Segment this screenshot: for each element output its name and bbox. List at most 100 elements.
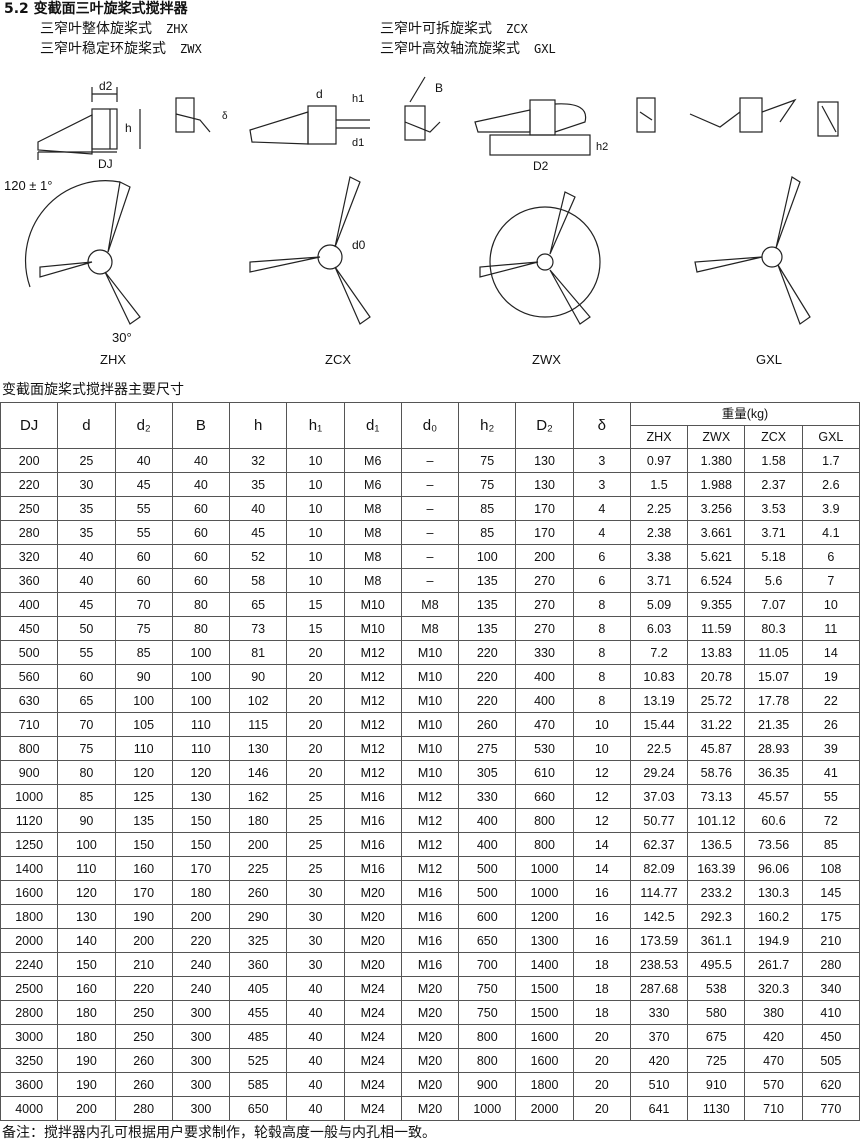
table-cell: M12 <box>343 736 402 761</box>
table-cell: 5.621 <box>687 544 746 569</box>
table-cell: 190 <box>57 1048 116 1073</box>
table-cell: 3.38 <box>629 544 689 569</box>
table-cell: 240 <box>171 952 231 977</box>
label-zhx: ZHX <box>100 352 126 367</box>
table-cell: 260 <box>114 1072 173 1097</box>
table-cell: 100 <box>171 688 231 713</box>
table-cell: 210 <box>801 928 860 953</box>
table-cell: 360 <box>229 952 288 977</box>
table-cell: 538 <box>687 976 746 1001</box>
table-cell: 660 <box>515 784 574 809</box>
table-cell: 500 <box>458 880 517 905</box>
table-cell: 14 <box>572 832 631 857</box>
table-cell: 800 <box>515 808 574 833</box>
table-cell: M8 <box>343 544 402 569</box>
type-name: 三窄叶可拆旋桨式 <box>380 21 492 37</box>
table-cell: M10 <box>400 640 460 665</box>
table-cell: 65 <box>229 592 288 617</box>
table-cell: 1000 <box>458 1096 517 1121</box>
table-cell: 20 <box>572 1072 631 1097</box>
table-cell: 65 <box>57 688 116 713</box>
table-row: 900 80 120 120 146 20 M12 M10 305 610 12 29.24 58.76… <box>0 760 860 785</box>
table-cell: M12 <box>343 760 402 785</box>
table-cell: 3.9 <box>801 496 860 521</box>
table-cell: 10 <box>286 544 345 569</box>
zhx-side-view <box>37 87 141 160</box>
table-cell: 675 <box>687 1024 746 1049</box>
table-cell: 420 <box>744 1024 803 1049</box>
table-cell: 14 <box>801 640 860 665</box>
table-cell: 10 <box>286 520 345 545</box>
column-header: h₂ <box>458 402 517 449</box>
table-cell: 300 <box>171 1072 231 1097</box>
table-cell: 6.03 <box>629 616 689 641</box>
table-cell: 400 <box>458 808 517 833</box>
table-row: 320 40 60 60 52 10 M8–100 200 6 3.38 5.621 5.18 6 <box>0 544 860 569</box>
table-cell: 15.44 <box>629 712 689 737</box>
table-cell: 31.22 <box>687 712 746 737</box>
table-cell: 20 <box>286 640 345 665</box>
table-cell: 20.78 <box>687 664 746 689</box>
table-cell: 160.2 <box>744 904 803 929</box>
column-header: δ <box>572 402 631 449</box>
table-cell: 400 <box>458 832 517 857</box>
table-cell: 72 <box>801 808 860 833</box>
table-cell: 160 <box>57 976 116 1001</box>
table-cell: M8 <box>343 496 402 521</box>
table-cell: 16 <box>572 880 631 905</box>
table-cell: 500 <box>0 640 59 665</box>
table-cell: M16 <box>400 928 460 953</box>
type-code: ZHX <box>166 22 188 36</box>
table-cell: 80 <box>171 616 231 641</box>
table-cell: 360 <box>0 568 59 593</box>
table-cell: 110 <box>114 736 173 761</box>
table-cell: 7 <box>801 568 860 593</box>
table-cell: 36.35 <box>744 760 803 785</box>
table-cell: 21.35 <box>744 712 803 737</box>
table-cell: 85 <box>458 496 517 521</box>
table-cell: 200 <box>114 928 173 953</box>
table-row: 800 75 110 110 130 20 M12 M10 275 530 10 22.5 45.87 2… <box>0 736 860 761</box>
table-cell: 270 <box>515 592 574 617</box>
table-cell: 82.09 <box>629 856 689 881</box>
weight-column-header: ZCX <box>744 425 803 449</box>
table-cell: 600 <box>458 904 517 929</box>
zwx-side-view <box>474 99 591 156</box>
note: 备注：搅拌器内孔可根据用户要求制作，轮毂高度一般与内孔相一致。 <box>2 1125 436 1141</box>
table-cell: M16 <box>343 856 402 881</box>
table-cell: M20 <box>400 1000 460 1025</box>
type-code: ZCX <box>506 22 528 36</box>
table-cell: – <box>400 448 460 473</box>
table-cell: 750 <box>458 976 517 1001</box>
table-cell: 30 <box>57 472 116 497</box>
table-cell: 1.7 <box>801 448 860 473</box>
table-cell: 800 <box>458 1048 517 1073</box>
table-cell: 10 <box>286 568 345 593</box>
table-cell: 1600 <box>515 1048 574 1073</box>
zcx-plan-view <box>249 176 371 325</box>
table-cell: 170 <box>171 856 231 881</box>
table-cell: 287.68 <box>629 976 689 1001</box>
table-cell: 11.05 <box>744 640 803 665</box>
table-cell: 15 <box>286 616 345 641</box>
table-cell: 8 <box>572 664 631 689</box>
table-cell: 505 <box>801 1048 860 1073</box>
table-cell: 170 <box>515 496 574 521</box>
table-cell: 200 <box>515 544 574 569</box>
table-cell: – <box>400 472 460 497</box>
table-cell: 220 <box>458 640 517 665</box>
table-cell: 120 <box>171 760 231 785</box>
table-cell: 580 <box>687 1000 746 1025</box>
table-cell: 81 <box>229 640 288 665</box>
table-cell: 225 <box>229 856 288 881</box>
table-cell: 1000 <box>515 880 574 905</box>
type-code: ZWX <box>180 42 202 56</box>
table-cell: 9.355 <box>687 592 746 617</box>
table-cell: 25.72 <box>687 688 746 713</box>
table-cell: 115 <box>229 712 288 737</box>
table-cell: 45 <box>229 520 288 545</box>
table-cell: 90 <box>229 664 288 689</box>
table-cell: 900 <box>0 760 59 785</box>
table-cell: M16 <box>343 832 402 857</box>
table-cell: 20 <box>286 664 345 689</box>
